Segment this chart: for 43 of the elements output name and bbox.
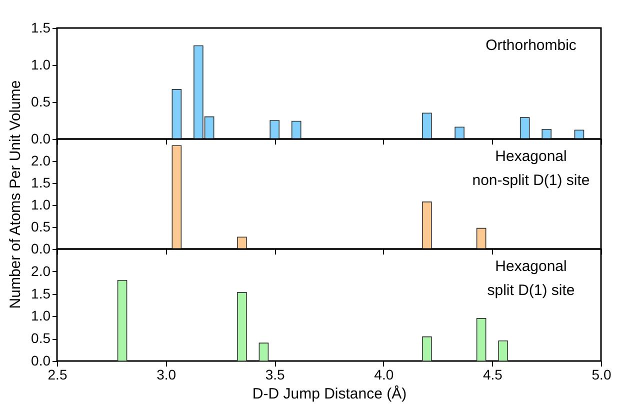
bar bbox=[422, 202, 432, 250]
x-axis-title: D-D Jump Distance (Å) bbox=[252, 384, 407, 402]
bar bbox=[476, 228, 486, 250]
y-tick-label: 2.0 bbox=[31, 152, 51, 168]
x-tick-label: 3.5 bbox=[265, 366, 286, 382]
y-tick-label: 0.5 bbox=[31, 94, 51, 110]
y-tick-label: 0.0 bbox=[31, 240, 51, 256]
y-tick-label: 1.5 bbox=[31, 174, 51, 190]
bar bbox=[237, 292, 247, 362]
bar bbox=[498, 340, 508, 362]
y-tick-label: 1.5 bbox=[31, 20, 51, 36]
y-tick-label: 2.0 bbox=[31, 262, 51, 279]
bar bbox=[291, 120, 302, 140]
x-tick-label: 4.0 bbox=[374, 366, 394, 382]
annotation: Orthorhombic bbox=[486, 37, 577, 54]
bar bbox=[172, 145, 182, 250]
x-tick-label: 5.0 bbox=[592, 366, 612, 382]
y-tick-label: 0.5 bbox=[31, 330, 51, 346]
y-tick-label: 0.5 bbox=[31, 218, 51, 234]
bar bbox=[520, 117, 530, 140]
y-tick-label: 1.5 bbox=[31, 285, 51, 302]
bar bbox=[117, 280, 128, 362]
x-tick-label: 4.5 bbox=[482, 366, 503, 382]
bar bbox=[476, 318, 486, 362]
y-tick-label: 0.0 bbox=[31, 352, 51, 368]
y-axis-title: Number of Atoms Per Unit Volume bbox=[7, 80, 24, 309]
x-tick-label: 2.5 bbox=[48, 366, 68, 382]
bar bbox=[454, 126, 464, 140]
y-tick-label: 1.0 bbox=[31, 56, 51, 72]
bar bbox=[258, 342, 269, 362]
bar bbox=[422, 336, 432, 362]
x-tick-label: 3.0 bbox=[156, 366, 176, 382]
bar bbox=[237, 236, 247, 250]
bar bbox=[172, 89, 182, 140]
y-tick-label: 1.0 bbox=[31, 196, 51, 212]
y-tick-label: 1.0 bbox=[31, 308, 51, 324]
y-tick-label: 0.0 bbox=[31, 130, 51, 146]
bar bbox=[542, 128, 552, 140]
bar bbox=[270, 120, 280, 140]
bar bbox=[574, 130, 584, 140]
annotation: Hexagonal split D(1) site bbox=[487, 258, 575, 299]
bar bbox=[422, 112, 432, 140]
annotation: Hexagonal non-split D(1) site bbox=[472, 148, 590, 189]
